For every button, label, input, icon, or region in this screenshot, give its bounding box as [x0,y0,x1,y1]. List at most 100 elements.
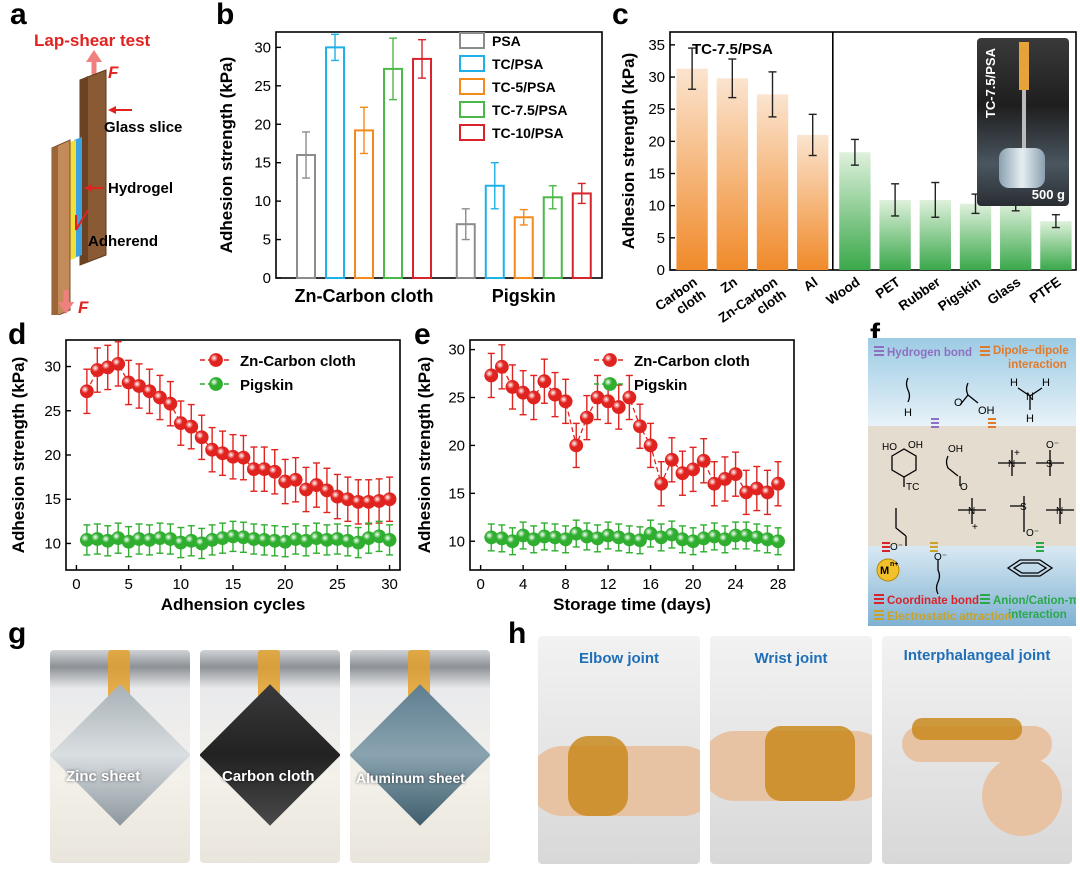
y-tick-label: 10 [448,533,465,550]
svg-text:S: S [1020,502,1027,513]
panel-label-g: g [8,617,27,650]
data-point [494,359,509,374]
svg-text:O⁻: O⁻ [1026,528,1039,539]
data-point [236,450,251,465]
chart-e: 10 15 20 25 30 Adhesion strength (kPa) 0 4 8 12 16… [415,339,795,614]
panel-label-a: a [10,0,27,31]
legend-label: TC/PSA [492,56,543,72]
bar [756,94,789,270]
x-tick-label: 12 [600,576,617,593]
bar [676,68,708,271]
y-tick-label: 30 [648,69,665,86]
plot-frame [275,31,603,279]
chart-d: 10 15 20 25 30 Adhesion strength (kPa) 0 5 10 15 2… [9,339,401,614]
svg-text:O⁻: O⁻ [934,552,947,563]
svg-text:HO: HO [882,442,897,453]
data-point [569,438,584,453]
y-tick-label: 25 [44,403,61,420]
svg-text:O⁻: O⁻ [1046,440,1059,451]
y-tick-label: 30 [44,359,61,376]
data-point [558,532,573,547]
y-tick-label: 25 [648,101,665,118]
y-tick-label: 25 [448,390,465,407]
legend-label: Zn-Carbon cloth [634,353,750,370]
data-point [484,368,499,383]
data-point [579,410,594,425]
plot-frame [669,31,1077,271]
legend-label: Pigskin [634,377,687,394]
data-point [79,384,94,399]
metal-charge: n+ [890,561,898,568]
bar [716,78,748,271]
finger-photo: Interphalangeal joint [882,636,1072,864]
bar [959,203,992,270]
x-tick-label: Al [801,274,821,294]
y-tick-label: 10 [648,198,665,215]
bar [571,192,592,279]
zinc-sheet-photo: Zinc sheet [50,650,190,863]
inset-mass: 500 g [1031,187,1065,202]
data-point [686,462,700,477]
force-label-top: F [108,63,119,82]
carbon-cloth-caption: Carbon cloth [222,768,315,785]
legend-swatch [459,78,485,95]
data-point [548,387,562,402]
svg-text:OH: OH [908,440,923,451]
data-point [728,467,743,482]
y-tick-label: 15 [254,155,271,172]
svg-text:N: N [1008,459,1015,470]
x-tick-label-line: PET [873,274,904,302]
elbow-photo: Elbow joint [538,636,700,864]
x-tick-label: 15 [225,576,242,593]
hbond-legend: Hydrogen bond [887,347,972,359]
data-point [382,533,397,547]
x-tick-label: 25 [329,576,346,593]
x-tick-label: Rubber [896,274,944,314]
x-axis-title: Storage time (days) [553,595,711,614]
x-tick-label-line: PTFE [1027,274,1064,306]
legend-marker [209,377,223,391]
zinc-sheet-caption: Zinc sheet [66,768,141,785]
legend-swatch [459,32,485,49]
dipole-legend-1: Dipole−dipole [993,345,1069,357]
y-tick-label: 15 [448,485,465,502]
y-tick-label: 0 [263,270,271,287]
y-tick-label: 20 [44,447,61,464]
x-tick-label: Pigskin [935,274,983,314]
finger-caption: Interphalangeal joint [903,647,1051,664]
x-tick-label: 8 [561,576,569,593]
elbow-caption: Elbow joint [579,650,659,667]
y-axis-title: Adhesion strength (kPa) [9,357,28,553]
legend-label: TC-7.5/PSA [492,102,567,118]
hanging-weight-photo: TC-7.5/PSA 500 g [977,38,1069,206]
panel-label-c: c [612,0,629,31]
data-point [664,452,679,467]
y-axis-title: Adhesion strength (kPa) [619,53,638,249]
electro-legend: Electrostatic attraction [887,611,1012,623]
x-tick-label: PET [873,274,904,302]
bar [513,216,534,280]
y-tick-label: 5 [657,230,665,247]
legend-label: Zn-Carbon cloth [240,353,356,370]
x-tick-label: Wood [824,274,863,308]
y-tick-label: 20 [648,133,665,150]
lap-shear-title: Lap-shear test [34,31,151,50]
svg-text:S: S [1046,459,1053,470]
y-tick-label: 30 [448,342,465,359]
coord-legend: Coordinate bond [887,595,979,607]
cation-legend-1: Anion/Cation-π [993,595,1076,607]
x-tick-label: PTFE [1027,274,1064,306]
data-point [111,356,126,371]
panel-label-h: h [508,617,527,650]
x-tick-label-line: Pigskin [935,274,983,314]
data-point [771,476,785,491]
y-tick-label: 15 [648,166,665,183]
y-axis-title: Adhesion strength (kPa) [415,357,434,553]
data-point [771,534,785,549]
bar [839,152,871,270]
data-point [267,464,282,479]
legend-swatch [459,101,485,118]
chart-b: 0 5 10 15 20 25 30 Adhesion strength (kPa) Zn-Ca… [217,31,603,306]
legend-label: TC-10/PSA [492,125,564,141]
force-label-bottom: F [78,298,89,315]
